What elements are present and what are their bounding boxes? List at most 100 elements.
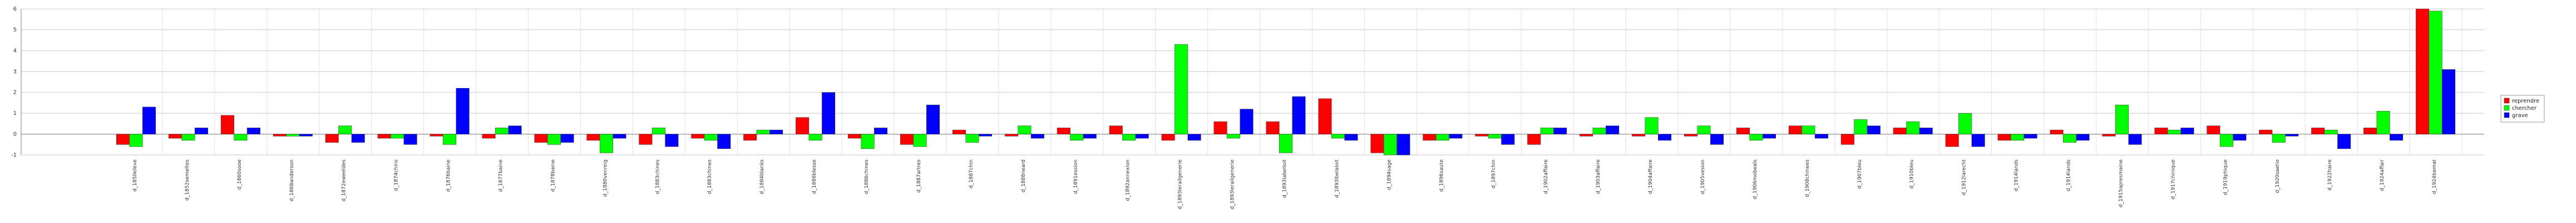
- x-tick-label: d_1903affaire: [1596, 159, 1601, 194]
- bar-reprendre-13: [796, 117, 810, 134]
- x-tick-label: d_1907bleu: [1857, 159, 1863, 189]
- bar-reprendre-19: [1109, 125, 1123, 134]
- bar-grave-30: [1710, 134, 1724, 145]
- bar-grave-11: [717, 134, 731, 149]
- bar-reprendre-39: [2154, 128, 2168, 134]
- bar-chercher-32: [1802, 125, 1815, 134]
- x-tick-label: d_1888neard: [1021, 159, 1027, 192]
- bar-chercher-7: [495, 128, 509, 134]
- x-tick-label: d_1904affaire: [1648, 159, 1654, 194]
- x-tick-label: d_1893lerailgenerie: [1230, 159, 1236, 210]
- legend-swatch-chercher: [2504, 105, 2510, 111]
- bar-reprendre-36: [1997, 134, 2011, 141]
- bar-chercher-0: [129, 134, 143, 147]
- bar-grave-22: [1292, 96, 1306, 134]
- bar-grave-7: [508, 125, 522, 134]
- bar-chercher-31: [1749, 134, 1763, 141]
- x-tick-label: d_1880venreig: [603, 159, 608, 197]
- bar-reprendre-34: [1893, 128, 1907, 134]
- bar-grave-35: [1971, 134, 1985, 147]
- x-tick-label: d_1917chinique: [2170, 159, 2176, 200]
- y-tick-labels: -1 0 1 2 3 4 5 6: [11, 6, 17, 158]
- bar-reprendre-15: [900, 134, 914, 145]
- bar-chercher-12: [756, 129, 770, 134]
- bar-reprendre-0: [116, 134, 130, 145]
- bar-grave-1: [194, 128, 208, 134]
- x-tick-label: d_1906mobeals: [1753, 159, 1758, 200]
- bar-reprendre-37: [2050, 129, 2064, 134]
- bar-chercher-36: [2011, 134, 2025, 141]
- x-tick-label: d_1908chinees: [1805, 159, 1810, 197]
- y-tick-label: 2: [13, 90, 17, 96]
- grid-lines: [21, 8, 2484, 156]
- bar-chercher-25: [1435, 134, 1449, 141]
- bar-reprendre-35: [1945, 134, 1959, 147]
- bar-chercher-9: [599, 134, 613, 153]
- bar-reprendre-24: [1370, 134, 1384, 153]
- bar-grave-3: [299, 134, 313, 137]
- bar-grave-14: [874, 128, 888, 134]
- bar-grave-18: [1083, 134, 1097, 139]
- x-tick-label: d_1876baine: [446, 159, 452, 192]
- bar-reprendre-38: [2102, 134, 2116, 137]
- x-tick-label: d_1878baine: [550, 159, 556, 192]
- x-tick-label: d_1919phique: [2223, 159, 2228, 195]
- bar-chercher-21: [1227, 134, 1241, 139]
- bar-chercher-15: [913, 134, 927, 147]
- legend-label-chercher: chercher: [2512, 105, 2537, 112]
- bar-grave-41: [2285, 134, 2299, 137]
- bar-grave-43: [2390, 134, 2404, 141]
- bar-chercher-43: [2376, 111, 2390, 134]
- bar-reprendre-3: [273, 134, 287, 137]
- x-tick-label: d_1886chines: [864, 159, 870, 195]
- bar-grave-17: [1030, 134, 1044, 139]
- x-tick-label: d_1883chines: [655, 159, 660, 195]
- bar-chercher-19: [1122, 134, 1136, 141]
- bar-reprendre-21: [1213, 121, 1227, 134]
- bar-chercher-24: [1383, 134, 1397, 156]
- x-tick-label: d_1887chin: [969, 159, 974, 188]
- legend-label-reprendre: reprendre: [2512, 98, 2539, 104]
- bar-chercher-29: [1645, 117, 1659, 134]
- bar-chercher-30: [1697, 125, 1711, 134]
- bar-grave-29: [1658, 134, 1672, 141]
- bar-reprendre-8: [534, 134, 548, 143]
- bar-reprendre-43: [2363, 128, 2377, 134]
- bar-chercher-28: [1592, 128, 1606, 134]
- bar-chercher-20: [1175, 44, 1188, 134]
- bar-reprendre-2: [220, 115, 234, 134]
- bar-reprendre-20: [1161, 134, 1175, 141]
- x-tick-label: d_1905vesion: [1700, 159, 1706, 194]
- bar-grave-4: [351, 134, 365, 143]
- bar-grave-31: [1762, 134, 1776, 139]
- bar-grave-12: [769, 129, 783, 134]
- bar-reprendre-11: [691, 134, 705, 139]
- bar-reprendre-1: [168, 134, 182, 139]
- bar-grave-40: [2233, 134, 2247, 141]
- bar-reprendre-26: [1475, 134, 1489, 137]
- y-tick-label: 6: [13, 6, 17, 12]
- x-tick-label: d_1914lands: [2014, 159, 2020, 192]
- bar-chercher-11: [704, 134, 718, 141]
- bar-reprendre-42: [2311, 128, 2325, 134]
- x-tick-label: d_1852semeltes: [185, 159, 190, 201]
- bar-chercher-44: [2429, 11, 2442, 134]
- bar-chercher-40: [2219, 134, 2233, 147]
- x-tick-label: d_1893labelloit: [1282, 159, 1288, 198]
- bar-chercher-33: [1854, 119, 1868, 134]
- bar-reprendre-22: [1266, 121, 1280, 134]
- bar-reprendre-40: [2207, 125, 2220, 134]
- y-tick-label: 3: [13, 69, 17, 75]
- x-tick-label: d_1860sooe: [237, 159, 243, 190]
- x-tick-label: d_1915apresmaine: [2118, 159, 2124, 208]
- bar-reprendre-27: [1527, 134, 1541, 145]
- x-tick-label: d_1924affair: [2380, 159, 2385, 191]
- x-tick-label: d_1922haire: [2327, 159, 2333, 191]
- bar-reprendre-16: [952, 129, 966, 134]
- bar-reprendre-30: [1684, 134, 1698, 137]
- x-tick-label: d_1920saetio: [2275, 159, 2281, 193]
- bar-chercher-8: [547, 134, 561, 145]
- bar-grave-28: [1606, 125, 1620, 134]
- x-tick-label: d_1884blanks: [759, 159, 765, 195]
- x-tick-label: d_1924bamat: [2432, 159, 2437, 195]
